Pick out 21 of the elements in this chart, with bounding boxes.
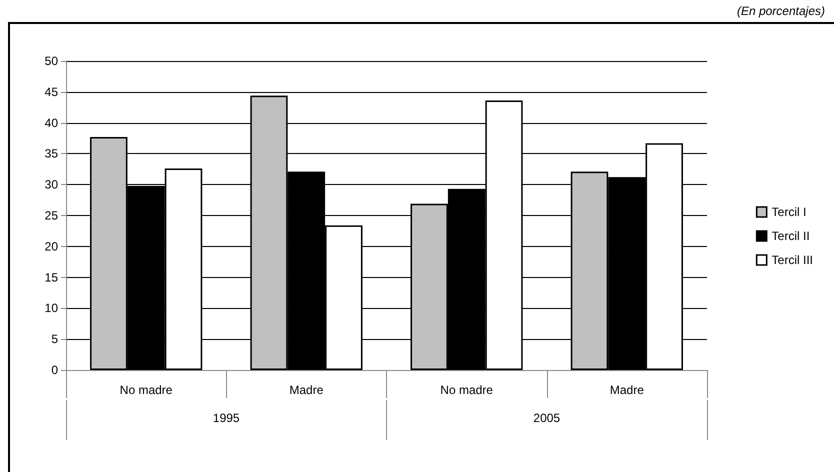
legend-label: Tercil II [772,229,810,243]
y-tick-label: 5 [51,332,58,346]
y-tick-label: 20 [44,239,58,254]
y-tick-label: 30 [44,178,58,192]
y-tick-label: 40 [44,116,58,130]
y-tick-label: 0 [51,363,58,377]
y-tick-label: 10 [44,301,58,316]
text: 1995 [212,411,240,425]
y-tick-label: 45 [44,84,58,99]
legend-label: Tercil III [772,253,814,267]
x-tick-label: Madre [289,383,324,397]
y-tick-label: 50 [44,54,58,68]
legend-label: Tercil I [772,205,806,219]
text: (En porcentajes) [736,4,826,18]
text: 2005 [533,411,560,425]
x-tick-label: No madre [120,383,173,397]
y-tick-label: 15 [44,270,58,284]
y-tick-label: 25 [44,208,58,222]
x-tick-label: Madre [610,383,644,397]
y-tick-label: 35 [44,146,58,161]
x-tick-label: No madre [440,383,494,397]
